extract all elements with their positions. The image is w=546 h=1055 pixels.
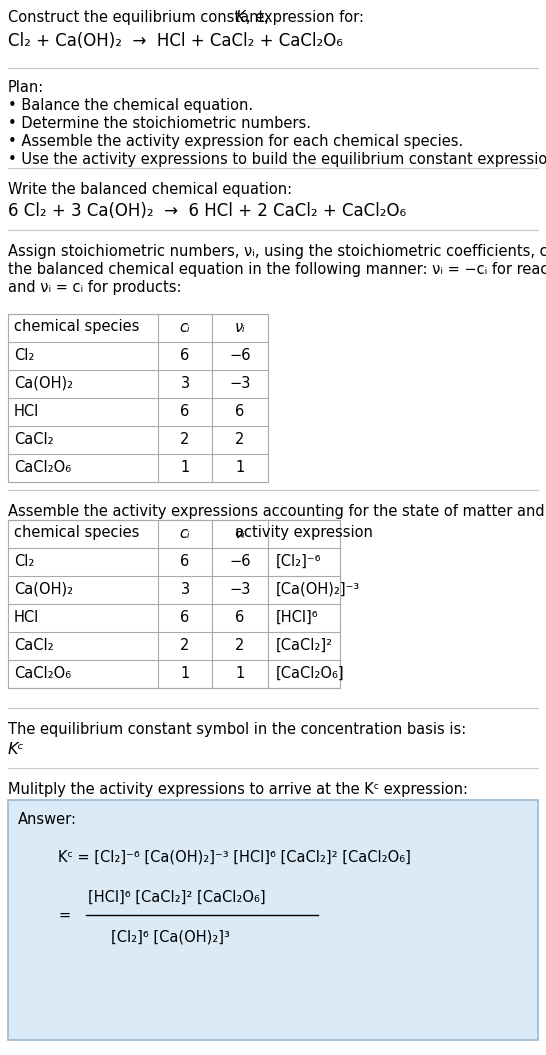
Text: • Use the activity expressions to build the equilibrium constant expression.: • Use the activity expressions to build … xyxy=(8,152,546,167)
Text: Write the balanced chemical equation:: Write the balanced chemical equation: xyxy=(8,183,292,197)
Text: 3: 3 xyxy=(180,581,189,596)
Text: K: K xyxy=(236,9,246,25)
Text: 6: 6 xyxy=(180,554,189,569)
Text: Plan:: Plan: xyxy=(8,80,44,95)
Text: • Assemble the activity expression for each chemical species.: • Assemble the activity expression for e… xyxy=(8,134,463,149)
Text: 1: 1 xyxy=(180,460,189,475)
Text: Kᶜ = [Cl₂]⁻⁶ [Ca(OH)₂]⁻³ [HCl]⁶ [CaCl₂]² [CaCl₂O₆]: Kᶜ = [Cl₂]⁻⁶ [Ca(OH)₂]⁻³ [HCl]⁶ [CaCl₂]²… xyxy=(58,850,411,865)
Text: 1: 1 xyxy=(235,460,245,475)
Text: the balanced chemical equation in the following manner: νᵢ = −cᵢ for reactants: the balanced chemical equation in the fo… xyxy=(8,262,546,277)
Text: [HCl]⁶: [HCl]⁶ xyxy=(276,610,319,625)
Text: −3: −3 xyxy=(229,581,251,596)
Text: HCl: HCl xyxy=(14,403,39,419)
Bar xyxy=(8,314,268,482)
Text: HCl: HCl xyxy=(14,610,39,625)
Text: νᵢ: νᵢ xyxy=(235,525,245,540)
Text: CaCl₂: CaCl₂ xyxy=(14,431,54,446)
Bar xyxy=(8,520,340,688)
Text: activity expression: activity expression xyxy=(235,525,373,540)
Text: 2: 2 xyxy=(180,431,189,446)
Text: 1: 1 xyxy=(180,666,189,680)
Text: Ca(OH)₂: Ca(OH)₂ xyxy=(14,581,73,596)
Text: Cl₂: Cl₂ xyxy=(14,554,34,569)
Text: [Cl₂]⁻⁶: [Cl₂]⁻⁶ xyxy=(276,554,322,569)
Text: and νᵢ = cᵢ for products:: and νᵢ = cᵢ for products: xyxy=(8,280,181,295)
Text: • Balance the chemical equation.: • Balance the chemical equation. xyxy=(8,98,253,113)
Text: 6: 6 xyxy=(180,347,189,363)
Text: 2: 2 xyxy=(235,637,245,652)
Text: 1: 1 xyxy=(235,666,245,680)
Text: The equilibrium constant symbol in the concentration basis is:: The equilibrium constant symbol in the c… xyxy=(8,722,466,737)
Text: 6 Cl₂ + 3 Ca(OH)₂  →  6 HCl + 2 CaCl₂ + CaCl₂O₆: 6 Cl₂ + 3 Ca(OH)₂ → 6 HCl + 2 CaCl₂ + Ca… xyxy=(8,202,406,220)
Text: νᵢ: νᵢ xyxy=(235,320,245,334)
Text: 3: 3 xyxy=(180,376,189,390)
Text: Construct the equilibrium constant,: Construct the equilibrium constant, xyxy=(8,9,274,25)
Text: CaCl₂O₆: CaCl₂O₆ xyxy=(14,460,71,475)
Text: Mulitply the activity expressions to arrive at the Kᶜ expression:: Mulitply the activity expressions to arr… xyxy=(8,782,468,797)
Text: • Determine the stoichiometric numbers.: • Determine the stoichiometric numbers. xyxy=(8,116,311,131)
Text: Assemble the activity expressions accounting for the state of matter and νᵢ:: Assemble the activity expressions accoun… xyxy=(8,504,546,519)
Text: [CaCl₂]²: [CaCl₂]² xyxy=(276,637,333,652)
Text: 6: 6 xyxy=(235,610,245,625)
Text: 6: 6 xyxy=(180,610,189,625)
Text: chemical species: chemical species xyxy=(14,525,139,540)
Text: −6: −6 xyxy=(229,554,251,569)
Text: cᵢ: cᵢ xyxy=(180,320,191,334)
Text: 2: 2 xyxy=(180,637,189,652)
Text: Ca(OH)₂: Ca(OH)₂ xyxy=(14,376,73,390)
Text: Answer:: Answer: xyxy=(18,812,77,827)
Text: Cl₂ + Ca(OH)₂  →  HCl + CaCl₂ + CaCl₂O₆: Cl₂ + Ca(OH)₂ → HCl + CaCl₂ + CaCl₂O₆ xyxy=(8,32,343,50)
Text: CaCl₂: CaCl₂ xyxy=(14,637,54,652)
Text: [HCl]⁶ [CaCl₂]² [CaCl₂O₆]: [HCl]⁶ [CaCl₂]² [CaCl₂O₆] xyxy=(88,890,265,905)
Text: 6: 6 xyxy=(235,403,245,419)
Text: chemical species: chemical species xyxy=(14,320,139,334)
Text: , expression for:: , expression for: xyxy=(246,9,364,25)
Text: [Cl₂]⁶ [Ca(OH)₂]³: [Cl₂]⁶ [Ca(OH)₂]³ xyxy=(111,931,230,945)
Text: −3: −3 xyxy=(229,376,251,390)
Text: CaCl₂O₆: CaCl₂O₆ xyxy=(14,666,71,680)
Text: cᵢ: cᵢ xyxy=(180,525,191,540)
Text: [Ca(OH)₂]⁻³: [Ca(OH)₂]⁻³ xyxy=(276,581,360,596)
Text: =: = xyxy=(58,907,70,922)
Text: 2: 2 xyxy=(235,431,245,446)
Text: 6: 6 xyxy=(180,403,189,419)
Text: Assign stoichiometric numbers, νᵢ, using the stoichiometric coefficients, cᵢ, fr: Assign stoichiometric numbers, νᵢ, using… xyxy=(8,244,546,258)
Text: Kᶜ: Kᶜ xyxy=(8,742,25,757)
Bar xyxy=(8,800,538,1040)
Text: Cl₂: Cl₂ xyxy=(14,347,34,363)
Text: −6: −6 xyxy=(229,347,251,363)
Text: [CaCl₂O₆]: [CaCl₂O₆] xyxy=(276,666,345,680)
